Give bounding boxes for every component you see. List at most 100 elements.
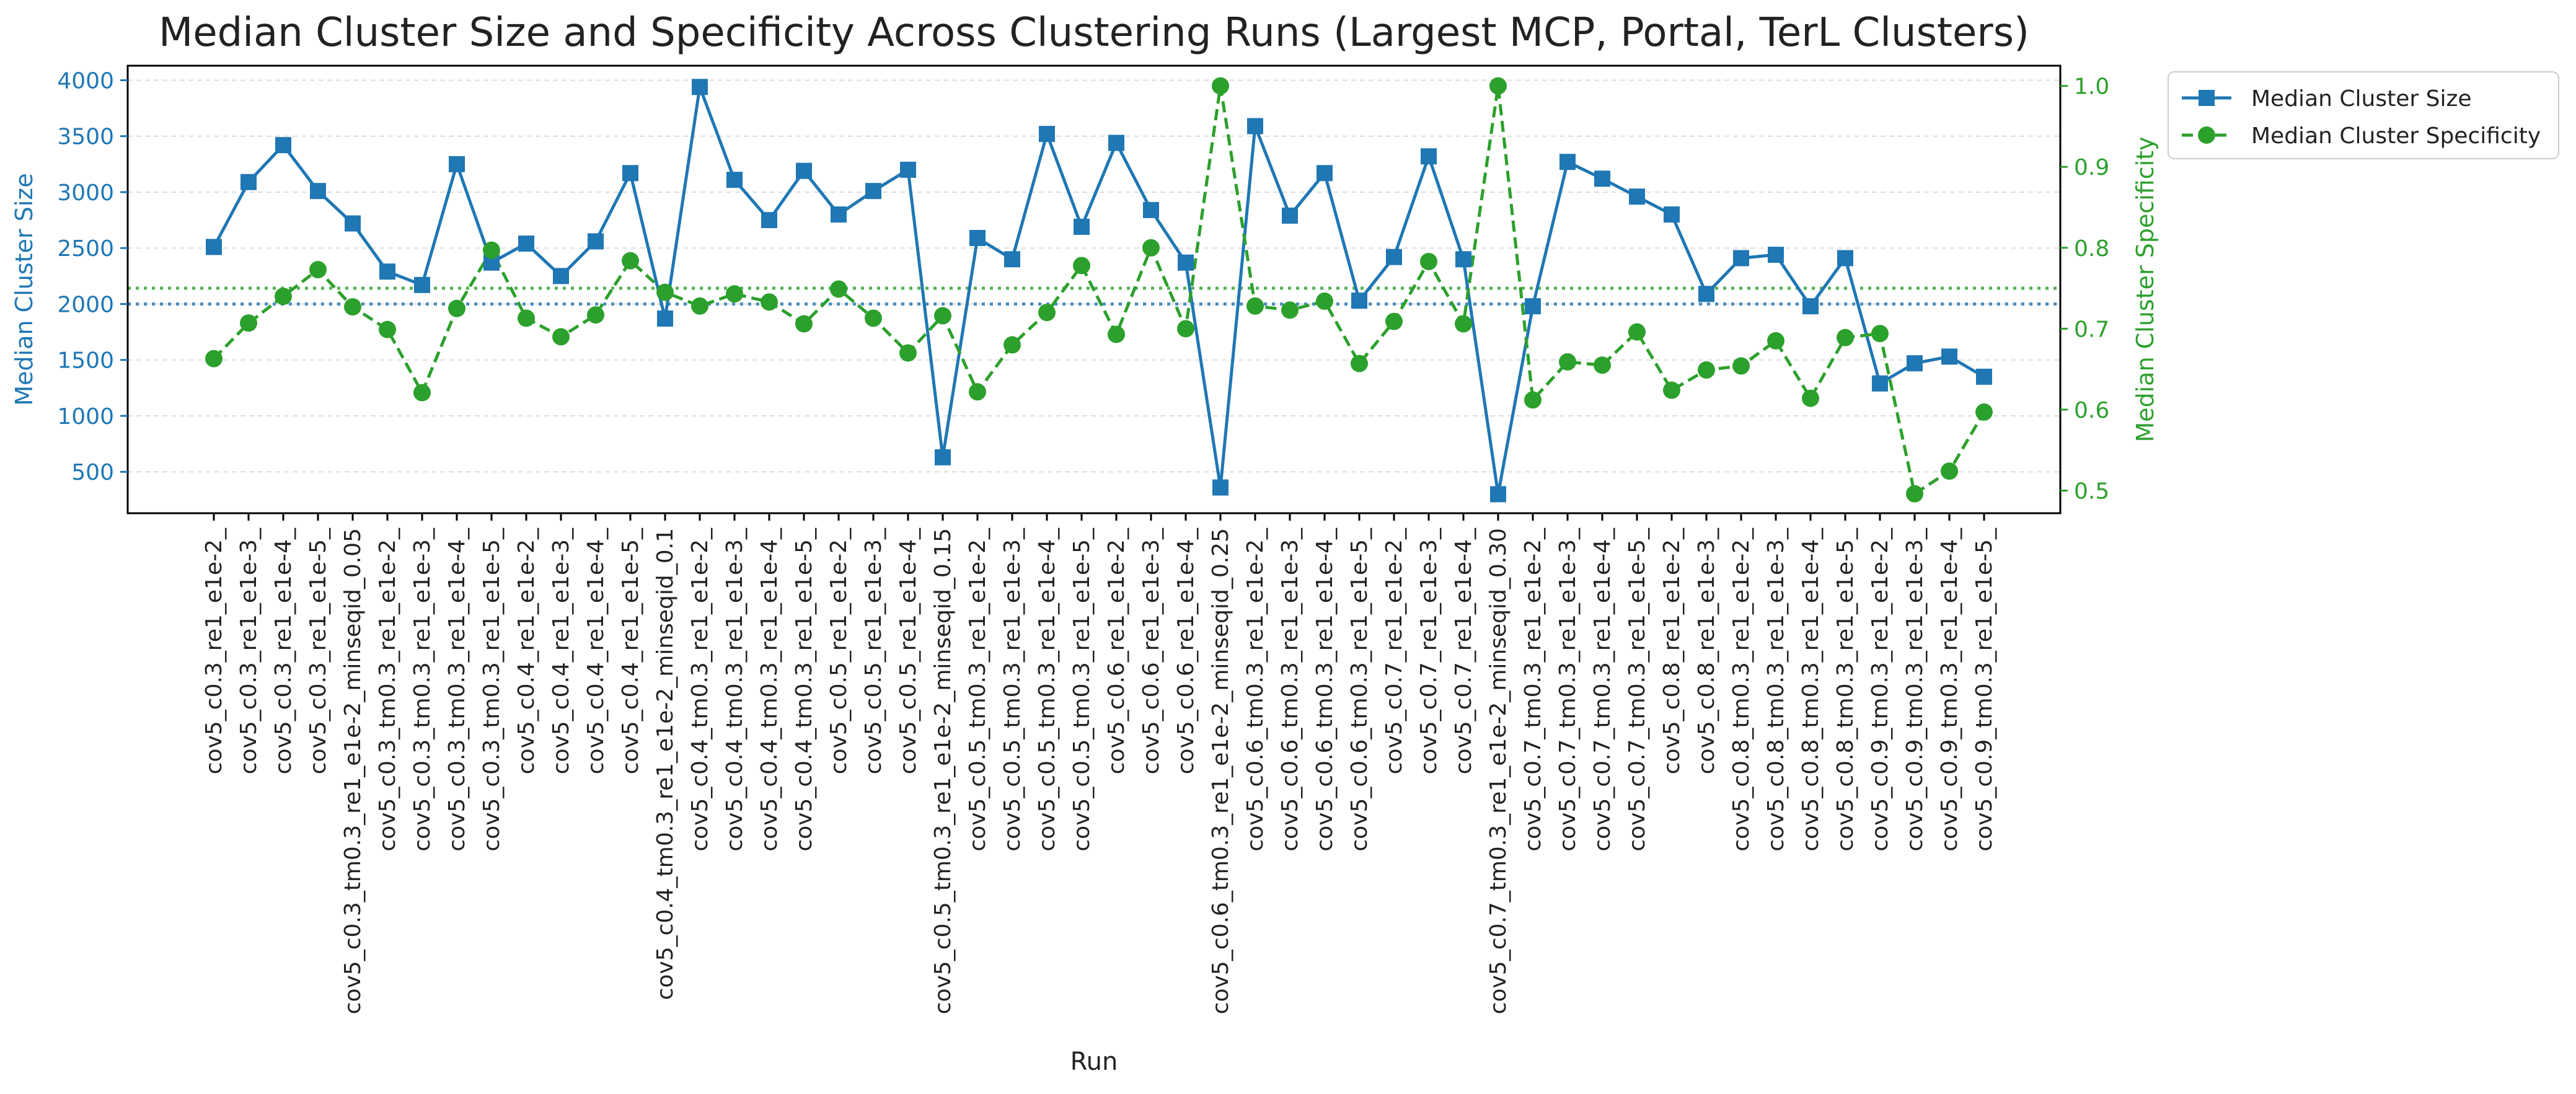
x-axis-label: Run [1070, 1048, 1118, 1076]
size-point-38 [1525, 298, 1541, 315]
x-tick-label-26: cov5_c0.6_re1_e1e-2_ [1104, 527, 1129, 774]
size-point-41 [1629, 188, 1645, 205]
specificity-point-4 [344, 298, 361, 316]
specificity-point-49 [1906, 485, 1923, 503]
x-tick-label-35: cov5_c0.7_re1_e1e-3_ [1416, 527, 1442, 774]
specificity-series-line [213, 84, 1986, 496]
x-tick-label-6: cov5_c0.3_tm0.3_re1_e1e-3_ [410, 527, 435, 852]
left-tick-label-7: 4000 [57, 68, 114, 94]
x-tick-label-31: cov5_c0.6_tm0.3_re1_e1e-3_ [1277, 527, 1303, 852]
specificity-point-50 [1941, 462, 1958, 480]
size-point-32 [1317, 165, 1333, 182]
size-point-51 [1976, 368, 1992, 385]
x-tick-label-0: cov5_c0.3_re1_e1e-2_ [201, 527, 227, 774]
x-tick-label-10: cov5_c0.4_re1_e1e-3_ [549, 527, 574, 774]
size-point-28 [1178, 254, 1194, 271]
x-tick-label-12: cov5_c0.4_re1_e1e-5_ [618, 527, 643, 774]
right-tick-label-2: 0.7 [2074, 317, 2109, 342]
specificity-point-9 [518, 309, 535, 327]
x-tick-label-14: cov5_c0.4_tm0.3_re1_e1e-2_ [687, 527, 713, 852]
legend-size-marker [2199, 90, 2215, 106]
size-point-3 [310, 183, 326, 200]
size-point-15 [726, 172, 743, 188]
size-point-16 [761, 212, 777, 229]
specificity-point-17 [795, 315, 813, 333]
right-tick-label-0: 0.5 [2074, 479, 2109, 504]
legend: Median Cluster Size Median Cluster Specif… [2168, 71, 2559, 159]
specificity-point-3 [309, 261, 327, 279]
x-tick-label-1: cov5_c0.3_re1_e1e-3_ [236, 527, 262, 774]
left-tick-label-1: 1000 [57, 404, 114, 430]
left-axis: 500 1000 1500 2000 2500 3000 3500 4000 [57, 68, 128, 485]
specificity-point-10 [552, 328, 570, 346]
size-point-20 [900, 161, 916, 178]
size-point-21 [935, 449, 951, 465]
specificity-point-32 [1316, 292, 1333, 310]
size-point-23 [1004, 251, 1020, 268]
y-axis-label-right: Median Cluster Specificity [2132, 136, 2159, 442]
specificity-point-22 [969, 383, 986, 401]
x-tick-label-34: cov5_c0.7_re1_e1e-2_ [1382, 527, 1407, 774]
specificity-point-37 [1489, 77, 1507, 95]
y-axis-label-left: Median Cluster Size [11, 173, 38, 405]
x-tick-label-25: cov5_c0.5_tm0.3_re1_e1e-5_ [1069, 527, 1095, 852]
x-tick-label-39: cov5_c0.7_tm0.3_re1_e1e-3_ [1555, 527, 1581, 852]
specificity-point-14 [691, 297, 708, 315]
specificity-point-35 [1420, 252, 1437, 270]
specificity-point-43 [1698, 361, 1715, 379]
specificity-point-2 [275, 288, 292, 306]
specificity-point-31 [1281, 301, 1299, 319]
size-point-40 [1594, 170, 1610, 187]
size-point-36 [1455, 251, 1471, 268]
x-tick-label-9: cov5_c0.4_re1_e1e-2_ [514, 527, 539, 774]
specificity-point-13 [656, 283, 674, 301]
size-point-45 [1768, 247, 1784, 263]
left-tick-label-4: 2500 [57, 236, 114, 262]
size-point-5 [379, 263, 395, 280]
x-tick-label-18: cov5_c0.5_re1_e1e-2_ [826, 527, 852, 774]
x-tick-label-27: cov5_c0.6_re1_e1e-3_ [1139, 527, 1164, 774]
specificity-point-23 [1003, 336, 1021, 354]
specificity-point-38 [1524, 391, 1542, 409]
specificity-point-21 [934, 307, 951, 325]
size-point-17 [796, 162, 812, 179]
size-point-50 [1941, 348, 1957, 365]
x-tick-label-40: cov5_c0.7_tm0.3_re1_e1e-4_ [1590, 527, 1615, 852]
x-tick-label-42: cov5_c0.8_re1_e1e-2_ [1659, 527, 1685, 774]
x-tick-label-44: cov5_c0.8_tm0.3_re1_e1e-2_ [1729, 527, 1754, 852]
x-tick-label-28: cov5_c0.6_re1_e1e-4_ [1173, 527, 1199, 774]
specificity-point-20 [899, 344, 917, 362]
size-point-22 [969, 229, 986, 246]
size-point-49 [1907, 355, 1923, 372]
specificity-point-45 [1767, 332, 1784, 350]
size-point-7 [449, 156, 465, 172]
x-tick-label-8: cov5_c0.3_tm0.3_re1_e1e-5_ [479, 527, 505, 852]
size-point-12 [622, 165, 638, 182]
specificity-point-8 [483, 241, 500, 259]
specificity-point-12 [622, 252, 639, 270]
x-tick-label-7: cov5_c0.3_tm0.3_re1_e1e-4_ [444, 527, 470, 852]
size-point-25 [1074, 218, 1090, 235]
x-tick-label-43: cov5_c0.8_re1_e1e-3_ [1694, 527, 1719, 774]
grid-layer [128, 79, 2060, 473]
size-point-27 [1143, 201, 1159, 218]
left-tick-label-6: 3500 [57, 125, 114, 150]
x-tick-label-38: cov5_c0.7_tm0.3_re1_e1e-2_ [1520, 527, 1546, 852]
size-point-33 [1351, 293, 1367, 309]
size-point-48 [1872, 375, 1888, 392]
specificity-point-25 [1073, 257, 1090, 275]
specificity-point-28 [1177, 320, 1194, 338]
x-tick-label-17: cov5_c0.4_tm0.3_re1_e1e-5_ [792, 527, 817, 852]
x-tick-label-16: cov5_c0.4_tm0.3_re1_e1e-4_ [757, 527, 782, 852]
x-tick-label-24: cov5_c0.5_tm0.3_re1_e1e-4_ [1034, 527, 1060, 852]
size-point-6 [414, 276, 430, 293]
left-tick-label-2: 1500 [57, 348, 114, 374]
size-point-43 [1698, 286, 1714, 302]
x-tick-label-4: cov5_c0.3_tm0.3_re1_e1e-2_minseqid_0.05 [340, 528, 366, 1014]
specificity-point-29 [1212, 77, 1229, 95]
x-tick-label-50: cov5_c0.9_tm0.3_re1_e1e-4_ [1937, 527, 1962, 852]
specificity-point-27 [1142, 239, 1160, 257]
legend-specificity-marker [2198, 126, 2215, 144]
x-tick-label-48: cov5_c0.9_tm0.3_re1_e1e-2_ [1868, 527, 1893, 852]
